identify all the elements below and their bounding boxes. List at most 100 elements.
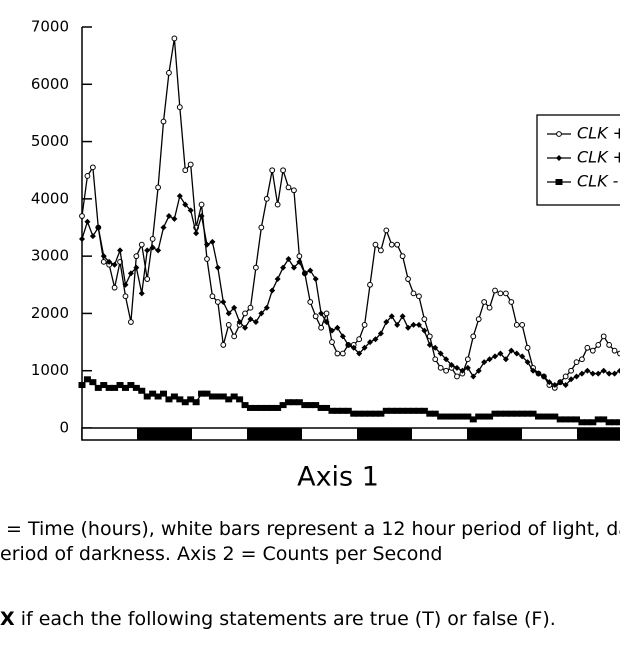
- data-point: [486, 413, 494, 420]
- data-point: [165, 396, 173, 403]
- data-point: [252, 404, 260, 411]
- data-point: [513, 410, 521, 417]
- data-point: [149, 236, 156, 242]
- data-point: [274, 404, 282, 411]
- data-point: [138, 241, 145, 248]
- data-point: [518, 410, 526, 417]
- data-point: [568, 367, 574, 374]
- data-point: [94, 384, 102, 391]
- data-point: [361, 321, 368, 328]
- data-point: [269, 167, 276, 174]
- data-point: [546, 379, 553, 386]
- data-point: [263, 304, 270, 311]
- data-point: [464, 356, 471, 363]
- data-point: [519, 321, 526, 328]
- data-point: [198, 201, 205, 208]
- data-point: [121, 384, 129, 391]
- data-point: [149, 244, 156, 251]
- y-tick-label: 4000: [31, 189, 69, 207]
- data-point: [344, 407, 352, 414]
- data-point: [247, 316, 254, 323]
- data-point: [89, 164, 96, 171]
- data-point: [165, 213, 172, 220]
- data-point: [133, 264, 140, 271]
- data-point: [268, 404, 276, 411]
- data-point: [160, 224, 167, 231]
- data-point: [170, 393, 178, 400]
- data-point: [497, 350, 504, 357]
- data-point: [317, 404, 325, 411]
- data-point: [502, 290, 509, 297]
- data-point: [371, 410, 379, 417]
- data-point: [204, 256, 210, 262]
- data-point: [595, 370, 602, 377]
- data-point: [127, 382, 135, 389]
- data-point: [339, 350, 346, 357]
- data-point: [442, 413, 450, 420]
- data-point: [600, 333, 607, 340]
- data-point: [578, 370, 585, 377]
- data-point: [328, 327, 335, 334]
- data-point: [540, 373, 547, 380]
- data-point: [209, 238, 216, 245]
- data-point: [377, 247, 384, 254]
- data-point: [562, 373, 569, 380]
- data-point: [356, 350, 363, 357]
- data-point: [203, 241, 210, 248]
- data-point: [589, 419, 597, 426]
- data-point: [426, 341, 433, 348]
- data-point: [176, 396, 184, 403]
- data-point: [285, 399, 293, 406]
- data-point: [454, 373, 460, 380]
- data-point: [84, 173, 91, 179]
- data-point: [410, 321, 417, 328]
- data-point: [496, 410, 504, 417]
- data-point: [100, 258, 107, 265]
- data-point: [393, 407, 401, 414]
- y-tick-label: 7000: [31, 18, 69, 36]
- data-point: [301, 402, 309, 409]
- data-point: [258, 310, 265, 317]
- data-point: [138, 387, 146, 394]
- dark-period: [357, 428, 412, 440]
- y-tick-label: 3000: [31, 247, 69, 265]
- data-point: [600, 416, 608, 423]
- dark-period: [467, 428, 522, 440]
- data-point: [475, 367, 482, 374]
- legend-marker: [556, 131, 562, 137]
- data-point: [404, 407, 412, 414]
- data-point: [583, 419, 591, 426]
- legend-label: CLK -: [577, 172, 619, 191]
- data-point: [481, 359, 488, 366]
- data-point: [606, 342, 613, 348]
- data-point: [193, 230, 200, 237]
- data-point: [274, 201, 281, 208]
- data-point: [291, 187, 297, 194]
- data-point: [334, 324, 341, 331]
- data-point: [545, 413, 553, 420]
- data-point: [208, 393, 216, 400]
- dark-period: [577, 428, 620, 440]
- data-point: [296, 258, 303, 265]
- data-point: [105, 384, 113, 391]
- data-point: [421, 327, 428, 334]
- data-point: [497, 290, 504, 297]
- data-point: [176, 104, 183, 111]
- data-point: [600, 367, 607, 374]
- instruction-text: if each the following statements are tru…: [15, 608, 556, 630]
- data-point: [214, 393, 222, 400]
- data-point: [230, 393, 238, 400]
- data-point: [475, 316, 482, 323]
- data-point: [529, 410, 537, 417]
- data-point: [551, 413, 559, 420]
- data-point: [339, 407, 347, 414]
- data-point: [437, 413, 445, 420]
- data-point: [350, 344, 357, 351]
- data-point: [100, 253, 107, 260]
- data-point: [171, 215, 178, 222]
- instruction-bold: X: [0, 608, 15, 630]
- legend-marker: [556, 155, 562, 161]
- data-point: [524, 344, 531, 351]
- data-point: [399, 253, 406, 260]
